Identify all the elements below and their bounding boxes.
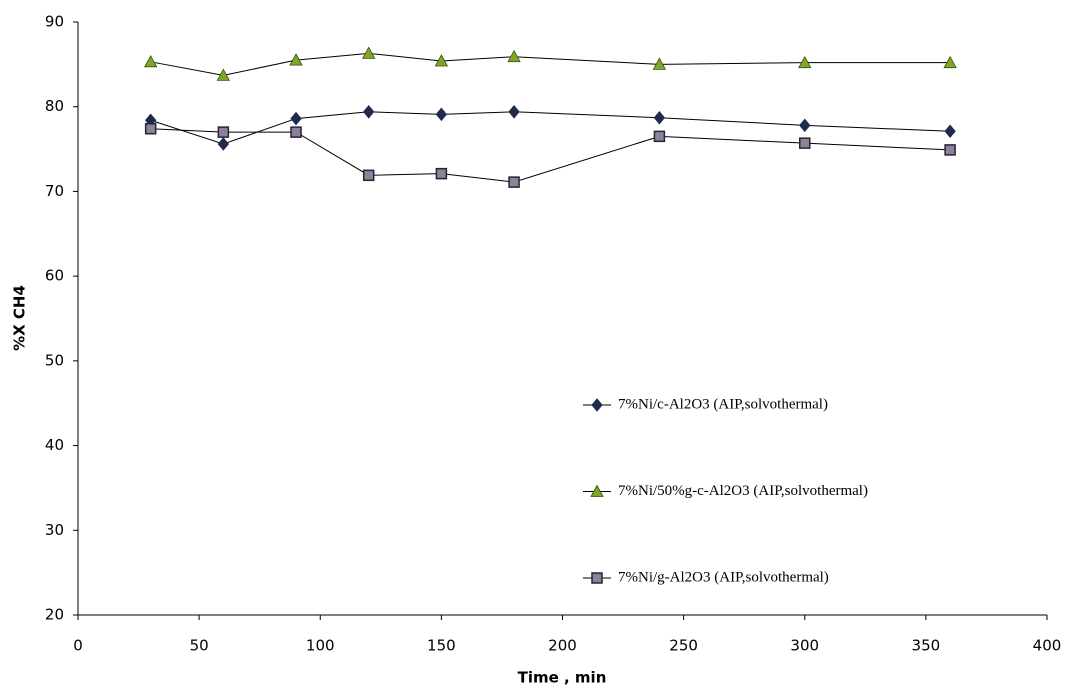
data-point [290, 126, 302, 138]
data-point [144, 54, 158, 68]
x-tick-label: 50 [190, 637, 209, 655]
data-point [217, 137, 230, 151]
data-point [799, 137, 811, 149]
data-point [508, 105, 520, 119]
data-point [217, 126, 230, 138]
data-point [653, 130, 666, 143]
data-point [362, 46, 376, 59]
y-tick-label: 50 [45, 351, 64, 369]
x-tick-label: 100 [306, 637, 335, 655]
legend-label: 7%Ni/c-Al2O3 (AIP,solvothermal) [618, 396, 828, 412]
y-tick-label: 30 [45, 521, 64, 539]
data-point [652, 57, 667, 70]
data-point [435, 107, 448, 122]
legend-label: 7%Ni/g-Al2O3 (AIP,solvothermal) [618, 569, 829, 585]
data-point [434, 54, 449, 67]
data-point [653, 110, 666, 125]
legend-marker [591, 398, 603, 412]
x-tick-label: 250 [669, 637, 698, 655]
y-tick-label: 80 [45, 97, 64, 115]
data-point [799, 118, 811, 133]
data-point [290, 111, 302, 126]
y-tick-label: 40 [45, 436, 64, 454]
data-point [943, 55, 957, 69]
x-tick-label: 150 [427, 637, 456, 655]
data-point [144, 122, 157, 135]
x-tick-label: 300 [790, 637, 819, 655]
data-point [216, 68, 231, 81]
data-point [944, 144, 956, 156]
x-axis-label: Time , min [518, 669, 607, 687]
legend-marker [591, 572, 603, 584]
x-tick-label: 200 [548, 637, 577, 655]
y-tick-label: 20 [45, 606, 64, 624]
data-point [508, 176, 520, 188]
y-tick-label: 60 [45, 267, 64, 285]
y-axis-label: %X CH4 [11, 285, 29, 351]
data-point [289, 53, 303, 66]
x-tick-label: 350 [912, 637, 941, 655]
data-point [798, 55, 812, 69]
y-tick-label: 90 [45, 13, 64, 31]
data-point [362, 169, 375, 182]
data-point [944, 124, 956, 139]
legend-marker [590, 484, 604, 497]
data-point [363, 105, 375, 119]
y-tick-label: 70 [45, 182, 64, 200]
x-tick-label: 0 [73, 637, 83, 655]
data-point [507, 49, 521, 63]
x-tick-label: 400 [1033, 637, 1062, 655]
data-point [435, 167, 448, 180]
legend-label: 7%Ni/50%g-c-Al2O3 (AIP,solvothermal) [618, 483, 868, 499]
